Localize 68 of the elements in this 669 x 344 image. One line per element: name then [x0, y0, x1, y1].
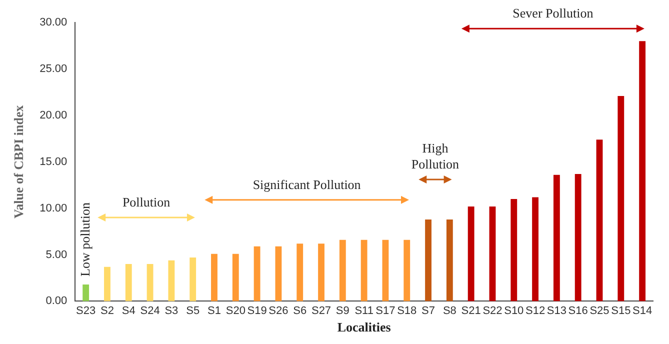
bar	[125, 264, 132, 302]
x-tick-label: S21	[461, 304, 481, 317]
y-tick-label: 25.00	[40, 63, 68, 76]
bar	[618, 96, 624, 302]
x-tick-label: S14	[632, 304, 652, 317]
bar	[574, 174, 582, 302]
x-tick-label: S6	[293, 304, 307, 317]
bar	[339, 240, 346, 302]
annotation: Pollution	[122, 194, 171, 210]
x-tick-label: S1	[208, 304, 221, 317]
annotation: Low pollution	[77, 202, 92, 276]
bar	[318, 244, 324, 302]
x-tick-label: S15	[611, 304, 631, 317]
bar	[553, 174, 560, 302]
x-tick-label: S3	[164, 304, 178, 317]
x-tick-label: S16	[568, 304, 588, 317]
bar	[489, 206, 496, 302]
bar	[468, 206, 474, 302]
y-tick-label: 10.00	[40, 202, 68, 214]
y-axis-title: Value of CBPI index	[11, 104, 26, 219]
x-tick-label: S20	[226, 304, 246, 317]
x-tick-label: S8	[442, 304, 456, 317]
bar	[382, 240, 389, 302]
x-tick-label: S10	[504, 304, 524, 317]
bar	[146, 264, 154, 302]
bar	[104, 266, 110, 302]
x-tick-label: S11	[354, 304, 374, 317]
text: Sever Pollution	[512, 6, 594, 21]
x-tick-label: S27	[311, 304, 332, 317]
x-tick-label: S19	[247, 304, 267, 317]
y-tick-label: 30.00	[40, 16, 68, 29]
x-axis-title: Localities	[337, 320, 391, 335]
x-tick-label: S17	[376, 304, 396, 317]
x-tick-label: S9	[336, 304, 350, 317]
bar	[596, 140, 603, 302]
x-tick-label: S26	[268, 304, 288, 317]
x-tick-label: S12	[525, 304, 546, 317]
bar	[360, 240, 368, 302]
y-tick-label: 5.00	[46, 248, 68, 261]
x-tick-label: S13	[546, 304, 566, 317]
bar	[254, 246, 260, 302]
bar	[510, 199, 518, 302]
bar	[296, 244, 304, 302]
y-tick-label: 15.00	[40, 156, 68, 168]
bar	[404, 240, 410, 302]
bar	[275, 246, 282, 302]
x-tick-label: S22	[482, 304, 502, 317]
x-tick-label: S5	[186, 304, 200, 317]
annotation: Significant Pollution	[252, 176, 362, 192]
bar	[168, 260, 175, 302]
annotation: High Pollution	[411, 140, 460, 172]
x-tick-label: S25	[590, 304, 610, 317]
bar	[82, 284, 90, 302]
x-tick-label: S18	[397, 304, 417, 317]
y-tick-label: 20.00	[40, 110, 68, 122]
y-tick-label: 0.00	[46, 295, 68, 308]
bar	[232, 254, 239, 302]
bar	[639, 41, 646, 302]
x-tick-label: S4	[122, 304, 136, 317]
bar	[211, 254, 218, 302]
bar	[446, 219, 453, 302]
x-tick-label: S7	[422, 304, 436, 317]
x-tick-label: S23	[76, 304, 96, 317]
x-tick-label: S24	[140, 304, 160, 317]
bar	[532, 197, 538, 302]
bar	[190, 258, 196, 302]
bar	[425, 219, 432, 302]
x-tick-label: S2	[100, 304, 114, 317]
